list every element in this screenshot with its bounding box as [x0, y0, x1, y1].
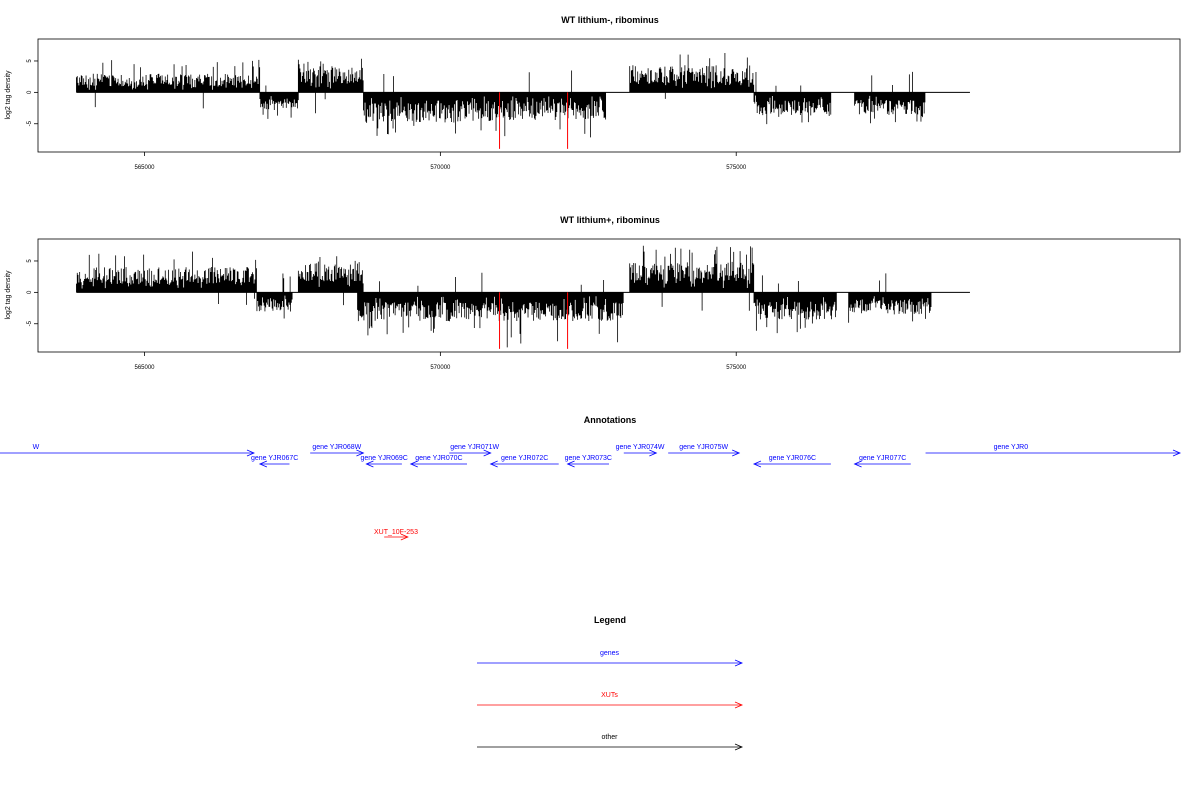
gene-label: gene YJR070C — [415, 455, 462, 462]
y-tick-label: -5 — [27, 120, 33, 126]
x-tick-label: 575000 — [726, 165, 747, 171]
gene-label: gene YJR072C — [501, 455, 548, 462]
xut-label: XUT_10F-253 — [374, 529, 418, 536]
gene-arrow — [752, 460, 831, 468]
gene-arrow — [0, 449, 255, 457]
x-tick-label: 570000 — [430, 365, 451, 371]
legend-label: XUTs — [601, 692, 618, 699]
annotations-title: Annotations — [584, 415, 637, 425]
gene-arrow — [566, 460, 609, 468]
density-panel-lithium-minus: WT lithium-, ribominus log2 tag density … — [5, 15, 1181, 171]
legend-title: Legend — [594, 615, 626, 625]
legend-item: XUTs — [477, 692, 744, 709]
gene-arrow — [449, 449, 492, 457]
y-tick-label: 0 — [27, 290, 33, 294]
plot-frame — [37, 38, 1181, 153]
density-bars — [76, 53, 970, 138]
density-bars — [76, 245, 970, 348]
legend: Legend genes XUTs other — [477, 615, 744, 751]
gene-arrow — [853, 460, 911, 468]
axes: -5 0 5 565000 570000 575000 — [27, 259, 747, 371]
y-axis-label: log2 tag density — [5, 270, 12, 320]
y-tick-label: -5 — [27, 320, 33, 326]
legend-items: genes XUTs other — [477, 650, 744, 751]
density-panel-lithium-plus: WT lithium+, ribominus log2 tag density … — [5, 215, 1181, 371]
gene-arrow — [310, 449, 365, 457]
gene-label: gene YJR076C — [769, 455, 816, 462]
gene-arrow — [258, 460, 290, 468]
gene-label: gene YJR0 — [994, 444, 1029, 451]
gene-label: gene YJR068W — [312, 444, 361, 451]
highlight-bars — [499, 92, 569, 149]
gene-arrow — [489, 460, 559, 468]
legend-item: genes — [477, 650, 744, 667]
gene-label: W — [33, 444, 40, 451]
gene-arrow — [668, 449, 741, 457]
density-bar-group — [76, 245, 932, 348]
xut-arrow — [384, 533, 409, 541]
gene-arrow — [925, 449, 1182, 457]
y-axis-label: log2 tag density — [5, 70, 12, 120]
highlight-bars — [499, 292, 569, 349]
y-tick-label: 0 — [27, 90, 33, 94]
legend-label: other — [602, 734, 619, 741]
gene-label: gene YJR077C — [859, 455, 906, 462]
gene-label: gene YJR069C — [360, 455, 407, 462]
legend-item: other — [477, 734, 744, 751]
gene-label: gene YJR075W — [679, 444, 728, 451]
gene-arrow — [409, 460, 467, 468]
legend-label: genes — [600, 650, 620, 657]
gene-label: gene YJR073C — [565, 455, 612, 462]
gene-arrow — [623, 449, 658, 457]
x-tick-label: 570000 — [430, 165, 451, 171]
x-tick-label: 575000 — [726, 365, 747, 371]
x-tick-label: 565000 — [134, 365, 155, 371]
panel-title: WT lithium-, ribominus — [561, 15, 659, 25]
plot-frame — [37, 238, 1181, 353]
gene-label: gene YJR071W — [450, 444, 499, 451]
density-bar-group — [76, 53, 926, 138]
x-tick-label: 565000 — [134, 165, 155, 171]
y-tick-label: 5 — [27, 59, 33, 63]
panel-title: WT lithium+, ribominus — [560, 215, 660, 225]
gene-label: gene YJR074W — [616, 444, 665, 451]
axes: -5 0 5 565000 570000 575000 — [27, 59, 747, 171]
y-tick-label: 5 — [27, 259, 33, 263]
gene-arrow — [365, 460, 402, 468]
gene-label: gene YJR067C — [251, 455, 298, 462]
